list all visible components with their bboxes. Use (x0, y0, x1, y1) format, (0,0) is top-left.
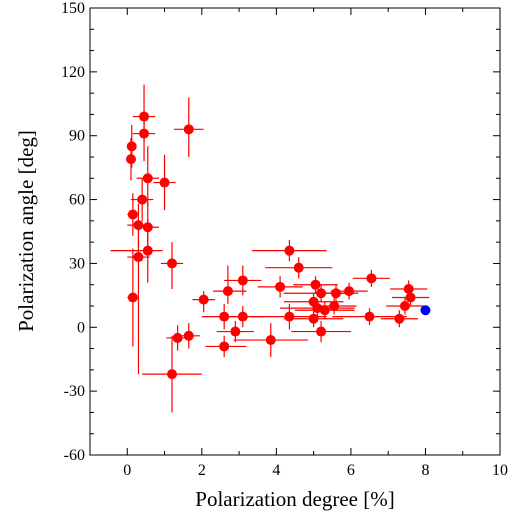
data-point (237, 275, 248, 286)
data-point (127, 292, 138, 303)
series-0 (110, 84, 430, 413)
x-tick-label: 10 (492, 462, 508, 479)
data-point (133, 252, 144, 263)
data-point (222, 286, 233, 297)
y-tick-label: 90 (69, 128, 85, 145)
series-1 (420, 305, 431, 316)
data-point (137, 194, 148, 205)
data-point (319, 305, 330, 316)
data-point (293, 262, 304, 273)
y-axis-title: Polarization angle [deg] (14, 130, 38, 332)
data-point (219, 311, 230, 322)
y-tick-label: 60 (69, 192, 85, 209)
data-point (265, 335, 276, 346)
data-point (219, 341, 230, 352)
data-point (183, 124, 194, 135)
data-point (329, 301, 340, 311)
data-point (139, 128, 150, 139)
plot-frame (89, 7, 501, 456)
data-point (275, 281, 286, 292)
y-tick-label: -30 (64, 383, 85, 400)
data-point (403, 283, 414, 294)
data-point (126, 154, 136, 165)
y-tick-label: 0 (77, 319, 85, 336)
data-point (310, 279, 321, 290)
x-tick-label: 4 (272, 462, 280, 479)
data-point (344, 286, 355, 297)
x-axis-title: Polarization degree [%] (195, 487, 394, 511)
x-tick-label: 8 (421, 462, 429, 479)
data-point (284, 311, 295, 322)
data-point (399, 301, 410, 311)
y-tick-label: 120 (61, 64, 85, 81)
data-point (139, 111, 150, 122)
data-point (420, 305, 431, 316)
x-tick-label: 2 (198, 462, 206, 479)
data-point (198, 294, 209, 305)
data-point (167, 258, 177, 269)
data-point (142, 173, 153, 184)
data-point (284, 245, 295, 256)
data-point (366, 273, 377, 284)
x-tick-label: 6 (347, 462, 355, 479)
y-tick-label: 30 (69, 255, 85, 272)
data-point (127, 209, 138, 220)
data-point (331, 288, 341, 299)
y-tick-label: -60 (64, 447, 85, 464)
data-point (126, 141, 137, 152)
x-ticks: 0 2 4 6 8 10 (89, 8, 508, 479)
data-point (230, 326, 241, 337)
y-tick-label: 150 (61, 0, 85, 17)
x-tick-label: 0 (123, 462, 131, 479)
data-point (394, 313, 405, 324)
data-point (364, 311, 375, 322)
data-point (142, 245, 153, 256)
data-layer (110, 84, 431, 413)
data-point (308, 313, 319, 324)
data-point (183, 330, 194, 341)
data-point (159, 177, 170, 188)
data-point (167, 369, 177, 380)
data-point (172, 332, 183, 343)
data-point (316, 326, 327, 337)
y-ticks: -60 -30 0 30 60 90 120 150 (61, 0, 500, 464)
data-point (405, 292, 416, 303)
